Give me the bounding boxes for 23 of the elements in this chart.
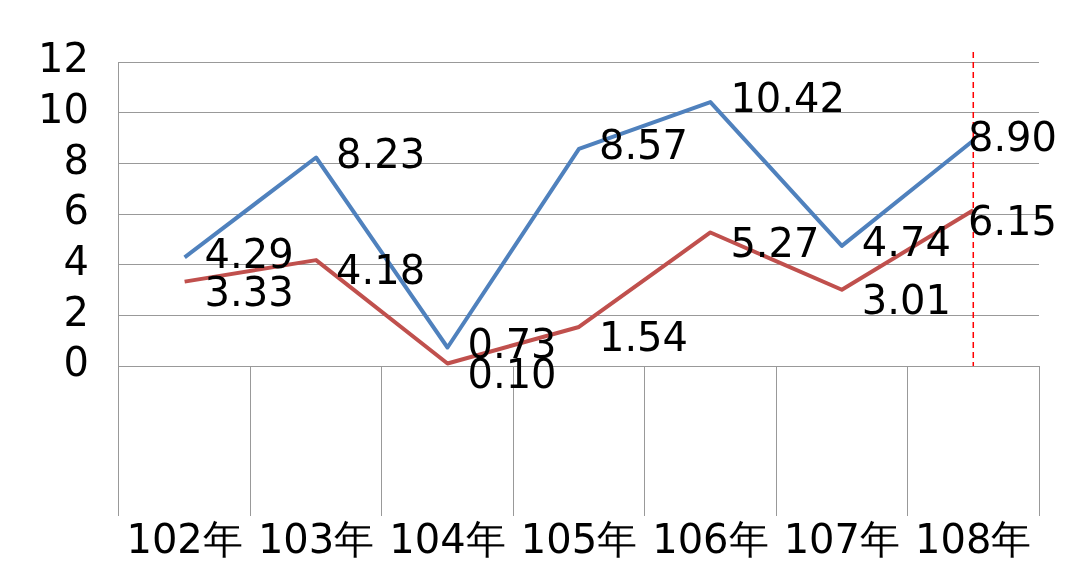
data-label: 3.33	[204, 269, 294, 316]
y-tick-label: 6	[63, 187, 89, 234]
y-tick-label: 0	[63, 339, 89, 386]
x-tick-label: 103年	[257, 516, 375, 563]
data-label: 10.42	[730, 75, 845, 122]
y-tick-label: 12	[37, 35, 89, 82]
data-label: 8.57	[598, 122, 689, 169]
x-tick-label: 106年	[652, 516, 769, 563]
data-label: 8.23	[336, 130, 426, 177]
x-tick-label: 108年	[915, 516, 1032, 563]
data-label: 5.27	[730, 219, 820, 266]
y-tick-label: 10	[37, 86, 89, 133]
x-tick-label: 107年	[783, 516, 901, 563]
y-tick-label: 4	[63, 238, 89, 285]
data-label: 8.90	[967, 113, 1057, 160]
data-label: 3.01	[861, 277, 951, 324]
x-tick-label: 102年	[126, 516, 243, 563]
y-tick-label: 8	[63, 136, 89, 183]
data-label: 1.54	[598, 314, 689, 361]
data-label: 6.15	[967, 197, 1057, 244]
x-tick-label: 105年	[520, 516, 638, 563]
y-tick-label: 2	[63, 288, 89, 335]
x-tick-label: 104年	[389, 516, 506, 563]
